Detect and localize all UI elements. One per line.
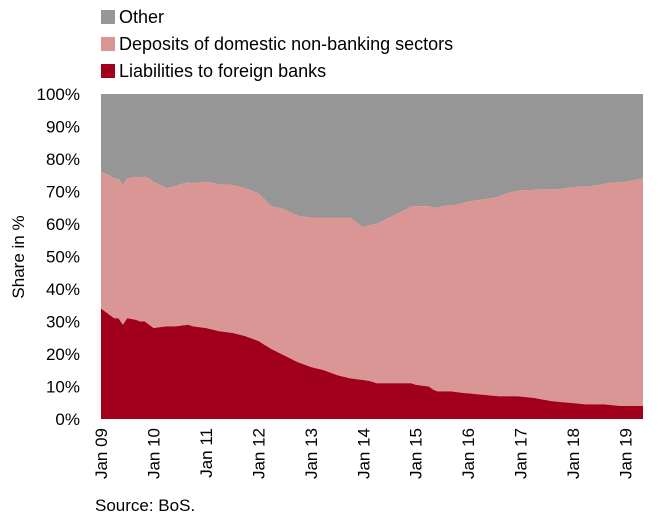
y-tick-label: 10% xyxy=(46,378,80,397)
y-tick-label: 30% xyxy=(46,313,80,332)
x-tick-label: Jan 16 xyxy=(459,428,478,479)
legend-swatch-other xyxy=(101,10,115,24)
x-axis-ticks: Jan 09 Jan 10 Jan 11 Jan 12 Jan 13 Jan 14 Jan … xyxy=(92,428,636,479)
y-tick-label: 20% xyxy=(46,345,80,364)
y-tick-label: 70% xyxy=(46,183,80,202)
x-tick-label: Jan 13 xyxy=(302,428,321,479)
y-axis-label: Share in % xyxy=(9,215,28,298)
y-tick-label: 80% xyxy=(46,150,80,169)
y-tick-label: 60% xyxy=(46,215,80,234)
y-tick-label: 40% xyxy=(46,280,80,299)
legend-item-deposits: Deposits of domestic non-banking sectors xyxy=(101,34,453,54)
x-tick-label: Jan 14 xyxy=(354,428,373,479)
y-tick-label: 50% xyxy=(46,248,80,267)
y-tick-label: 100% xyxy=(37,85,80,104)
x-tick-label: Jan 09 xyxy=(92,428,111,479)
legend-label-liabilities: Liabilities to foreign banks xyxy=(119,61,326,81)
legend: Other Deposits of domestic non-banking s… xyxy=(101,7,453,81)
x-tick-label: Jan 10 xyxy=(145,428,164,479)
y-tick-label: 0% xyxy=(55,410,80,429)
legend-item-other: Other xyxy=(101,7,164,27)
x-tick-label: Jan 11 xyxy=(197,428,216,478)
x-tick-label: Jan 12 xyxy=(249,428,268,479)
area-other xyxy=(101,94,643,228)
x-tick-label: Jan 18 xyxy=(564,428,583,479)
plot-area xyxy=(101,94,643,419)
y-tick-label: 90% xyxy=(46,118,80,137)
legend-label-other: Other xyxy=(119,7,164,27)
x-tick-label: Jan 15 xyxy=(407,428,426,479)
legend-label-deposits: Deposits of domestic non-banking sectors xyxy=(119,34,453,54)
legend-swatch-liabilities xyxy=(101,64,115,78)
x-tick-label: Jan 19 xyxy=(617,428,636,479)
legend-item-liabilities: Liabilities to foreign banks xyxy=(101,61,326,81)
source-note: Source: BoS. xyxy=(95,496,195,515)
x-tick-label: Jan 17 xyxy=(512,428,531,479)
area-liabilities xyxy=(101,308,643,419)
y-axis-ticks: 0% 10% 20% 30% 40% 50% 60% 70% 80% 90% 100% xyxy=(37,85,80,429)
legend-swatch-deposits xyxy=(101,37,115,51)
area-deposits xyxy=(101,172,643,406)
